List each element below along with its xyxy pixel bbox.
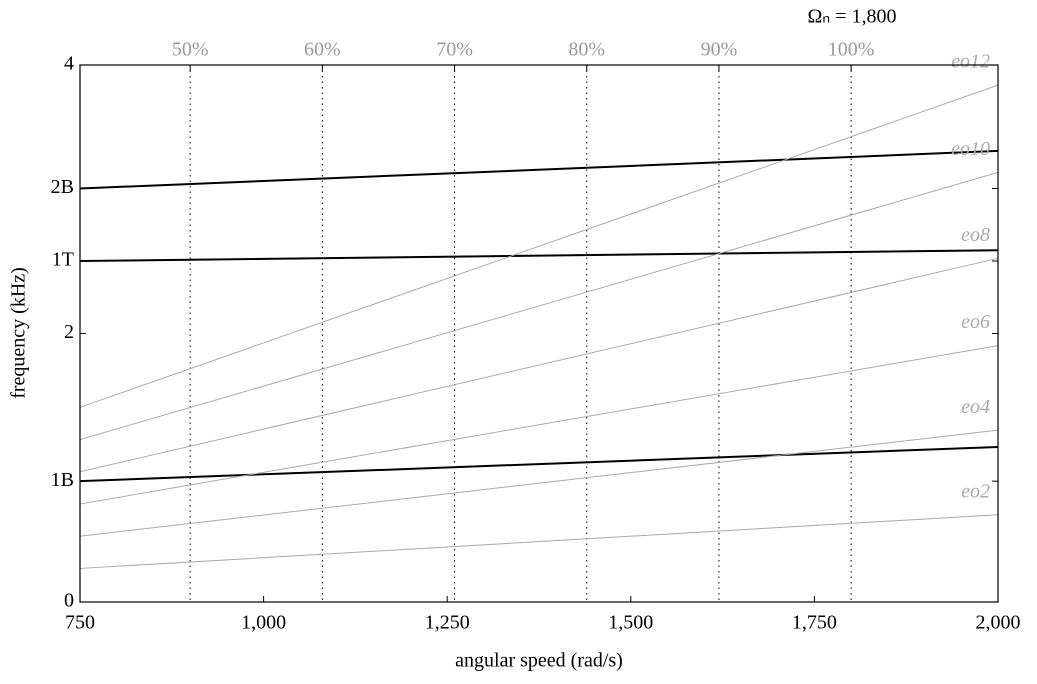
y-tick-label: 2B [51, 176, 74, 198]
top-tick-label: 100% [828, 39, 875, 61]
series-label: eo2 [961, 480, 990, 502]
x-tick-label: 1,750 [792, 612, 837, 634]
top-tick-label: 90% [701, 39, 738, 61]
series-line [79, 429, 999, 537]
series-label: eo10 [951, 138, 990, 160]
series-line [79, 514, 999, 569]
y-tick-label: 4 [64, 53, 74, 75]
series-label: eo6 [961, 311, 990, 333]
top-tick-label: 50% [172, 39, 209, 61]
top-axis-title: Ωₙ = 1,800 [807, 6, 896, 28]
x-tick-label: 2,000 [976, 612, 1021, 634]
series-label: eo4 [961, 396, 990, 418]
series-line [79, 445, 999, 483]
x-tick-label: 1,000 [241, 612, 286, 634]
top-tick-label: 80% [568, 39, 605, 61]
series-line [79, 345, 999, 505]
series-line [79, 84, 999, 408]
series-label: eo12 [951, 51, 990, 73]
top-tick-label: 60% [304, 39, 341, 61]
y-tick-label: 1B [51, 469, 74, 491]
x-axis-label: angular speed (rad/s) [455, 650, 623, 672]
series-line [79, 149, 999, 190]
x-tick-label: 1,250 [425, 612, 470, 634]
y-tick-label: 1T [52, 249, 74, 271]
x-tick-label: 750 [65, 612, 95, 634]
x-tick-label: 1,500 [608, 612, 653, 634]
y-tick-label: 0 [64, 590, 74, 612]
series-line [79, 249, 999, 263]
series-label: eo8 [961, 224, 990, 246]
y-tick-label: 2 [64, 321, 74, 343]
series-line [79, 171, 999, 441]
plot-frame [79, 64, 999, 603]
top-tick-label: 70% [436, 39, 473, 61]
series-line [79, 257, 999, 473]
y-axis-label: frequency (kHz) [8, 267, 30, 399]
